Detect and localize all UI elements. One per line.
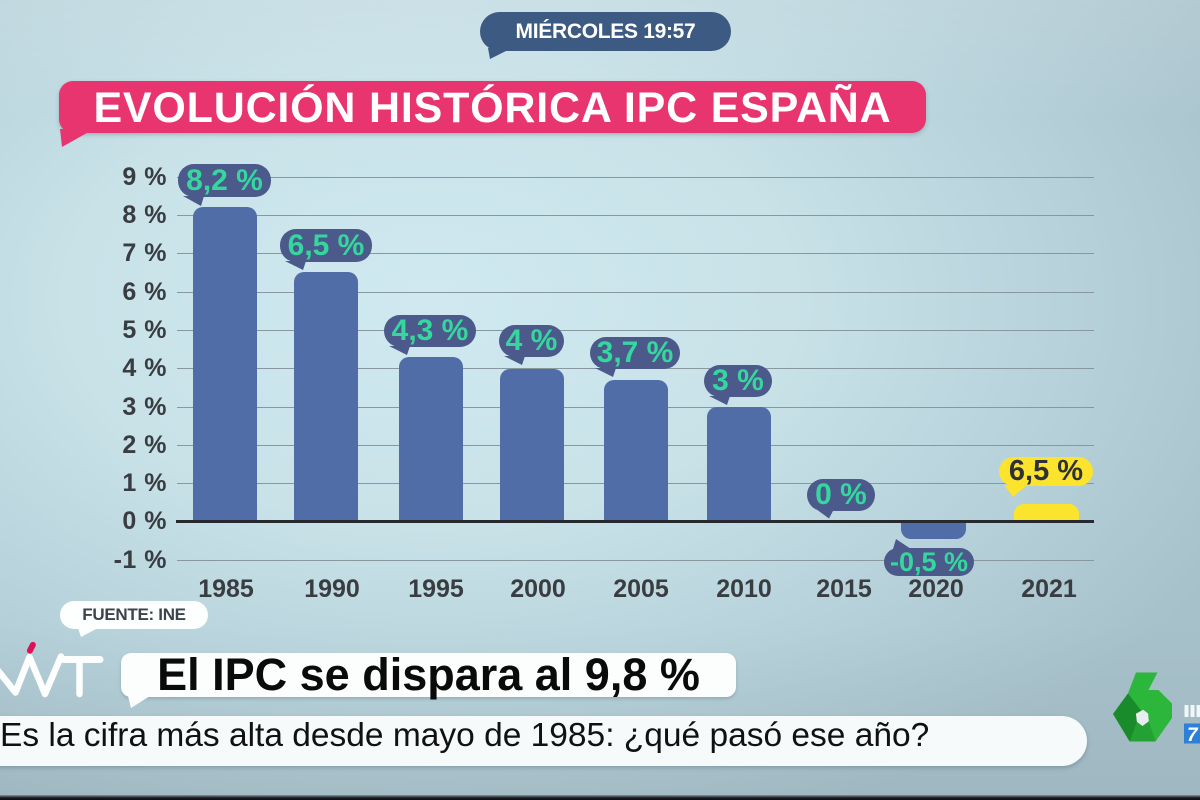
svg-text:7: 7 bbox=[1187, 725, 1199, 746]
